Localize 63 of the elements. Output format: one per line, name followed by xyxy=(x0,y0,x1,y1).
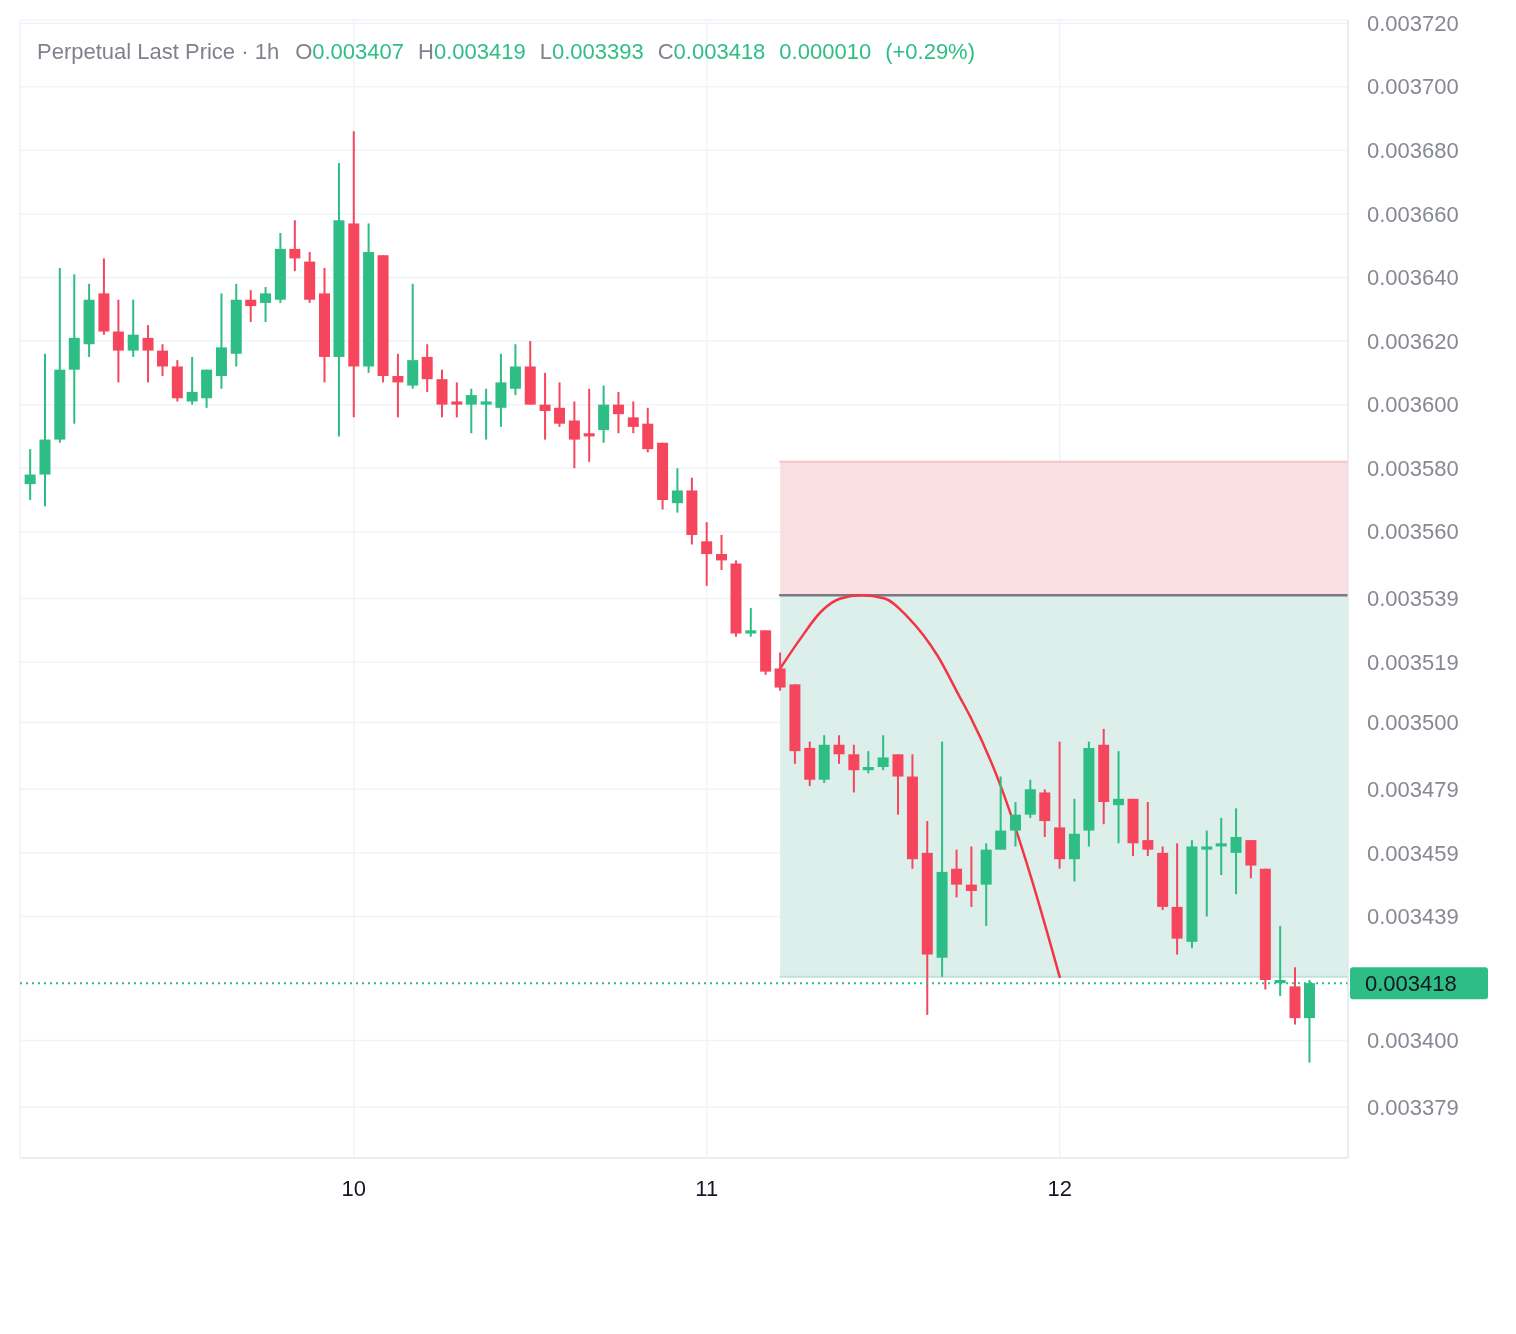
y-tick-label: 0.003660 xyxy=(1367,201,1459,227)
y-tick-label: 0.003560 xyxy=(1367,519,1459,545)
candlestick xyxy=(568,400,580,470)
candlestick xyxy=(701,521,713,587)
candlestick xyxy=(465,387,477,435)
candlestick xyxy=(1230,807,1242,896)
y-tick-label: 0.003519 xyxy=(1367,649,1459,675)
candlestick xyxy=(627,400,639,435)
candlestick xyxy=(24,448,36,501)
candlestick xyxy=(539,371,551,441)
y-tick-label: 0.003680 xyxy=(1367,138,1459,164)
y-tick-label: 0.003379 xyxy=(1367,1094,1459,1120)
candlestick xyxy=(392,352,404,419)
y-tick-label: 0.003600 xyxy=(1367,392,1459,418)
ref-line-label: 0.003418 xyxy=(1365,970,1457,996)
y-tick-label: 0.003720 xyxy=(1367,10,1459,36)
candlestick xyxy=(877,734,889,772)
y-tick-label: 0.003620 xyxy=(1367,328,1459,354)
candlestick xyxy=(716,533,728,571)
candlestick xyxy=(1009,800,1021,848)
candlestick xyxy=(774,651,786,692)
candlestick xyxy=(142,324,154,384)
y-tick-label: 0.003479 xyxy=(1367,776,1459,802)
y-tick-label: 0.003640 xyxy=(1367,265,1459,291)
candlestick xyxy=(965,845,977,908)
candlestick xyxy=(421,343,433,393)
candlestick xyxy=(451,381,463,419)
y-tick-label: 0.003580 xyxy=(1367,455,1459,481)
candlestick xyxy=(1201,829,1213,918)
candlestick xyxy=(480,387,492,441)
x-tick-label: 11 xyxy=(695,1175,719,1201)
candlestick xyxy=(1113,750,1125,845)
candlestick xyxy=(245,289,257,323)
candlestick xyxy=(509,343,521,397)
candlestick xyxy=(583,387,595,463)
candlestick xyxy=(1142,800,1154,858)
candlestick xyxy=(554,381,566,428)
y-tick-label: 0.003400 xyxy=(1367,1028,1459,1054)
candlestick xyxy=(745,607,757,638)
y-tick-label: 0.003439 xyxy=(1367,904,1459,930)
candlestick xyxy=(127,298,139,358)
candlestick xyxy=(671,467,683,514)
candlestick xyxy=(289,219,301,273)
candlestick xyxy=(157,343,169,378)
text: Perpetual Last Price · 1h xyxy=(37,39,280,64)
x-tick-label: 10 xyxy=(341,1175,367,1201)
candlestick xyxy=(186,355,198,406)
candlestick xyxy=(862,750,874,775)
candlestick xyxy=(1215,816,1227,877)
candlestick xyxy=(951,848,963,899)
candlestick xyxy=(260,286,272,323)
candlestick xyxy=(112,298,124,384)
candlestick xyxy=(995,775,1007,851)
y-tick-label: 0.003459 xyxy=(1367,840,1459,866)
candlestick xyxy=(833,734,845,765)
y-tick-label: 0.003539 xyxy=(1367,586,1459,612)
text: O0.003407 H0.003419 L0.003393 C0.003418 0.000010 (+0.29%) xyxy=(295,39,976,64)
candlestick xyxy=(612,390,624,435)
y-tick-label: 0.003500 xyxy=(1367,710,1459,736)
candlestick xyxy=(848,743,860,794)
candlestick xyxy=(892,753,904,816)
x-tick-label: 12 xyxy=(1047,1175,1072,1201)
y-tick-label: 0.003700 xyxy=(1367,74,1459,100)
